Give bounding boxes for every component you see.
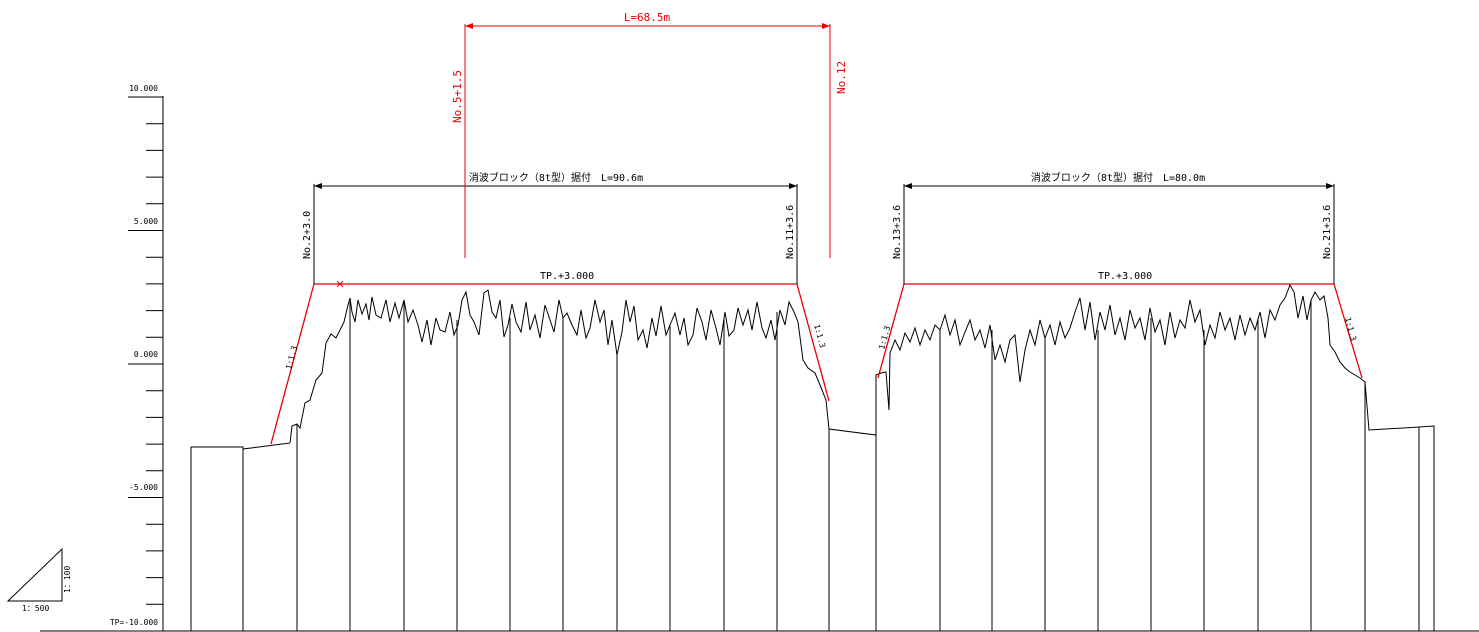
- right-apron: [1418, 425, 1435, 631]
- top-arrow-right: [822, 23, 830, 29]
- axis-label-5: 5.000: [134, 217, 158, 226]
- design-section-2: TP.+3.000 1:1.3 1:1.3 消波ブロック（8t型）据付 L=80…: [877, 171, 1363, 379]
- right-slope-2: 1:1.3: [1343, 316, 1358, 342]
- block-label-1: 消波ブロック（8t型）据付 L=90.6m: [469, 171, 643, 184]
- axis-label-minus5: -5.000: [129, 483, 158, 492]
- arrow-right-1: [789, 183, 797, 189]
- crest-label-2: TP.+3.000: [1098, 271, 1152, 282]
- design-trapezoid-1: [270, 283, 830, 445]
- station-left-2: No.13+3.6: [892, 205, 903, 259]
- axis-label-0: 0.000: [134, 350, 158, 359]
- arrow-left-2: [904, 183, 912, 189]
- top-dimension-label: L=68.5m: [624, 11, 671, 24]
- crest-label-1: TP.+3.000: [540, 271, 594, 282]
- x-mark: [336, 280, 344, 288]
- station-right-1: No.11+3.6: [785, 205, 796, 259]
- axis-label-10: 10.000: [129, 84, 158, 93]
- axis-ticks: [128, 96, 163, 632]
- top-arrow-left: [465, 23, 473, 29]
- top-dimension: L=68.5m No.5+1.5 No.12: [451, 11, 848, 258]
- top-station-left: No.5+1.5: [451, 70, 464, 123]
- left-slope-2: 1:1.3: [877, 325, 892, 351]
- left-apron-joint: [242, 442, 291, 450]
- block-label-2: 消波ブロック（8t型）据付 L=80.0m: [1031, 171, 1205, 184]
- ground-rough-left: [289, 283, 1420, 631]
- scale-triangle: 1：500 1：100: [6, 547, 72, 613]
- top-station-right: No.12: [835, 61, 848, 94]
- scale-vertical: 1：100: [63, 566, 72, 593]
- left-slope-1: 1:1.3: [284, 345, 299, 371]
- elevation-axis: 10.000 5.000 0.000 -5.000 TP=-10.000: [110, 84, 164, 632]
- station-left-1: No.2+3.0: [302, 211, 313, 259]
- axis-label-minus10: TP=-10.000: [110, 618, 158, 627]
- scale-triangle-shape: [6, 547, 63, 602]
- arrow-right-2: [1326, 183, 1334, 189]
- left-apron: [190, 446, 244, 631]
- design-section-1: TP.+3.000 1:1.3 1:1.3 消波ブロック（8t型）据付 L=90…: [270, 171, 830, 445]
- ground-verticals: [296, 300, 1366, 631]
- existing-ground: [190, 283, 1435, 631]
- arrow-left-1: [314, 183, 322, 189]
- scale-horizontal: 1：500: [22, 604, 49, 613]
- design-trapezoid-2: [877, 283, 1363, 379]
- station-right-2: No.21+3.6: [1322, 205, 1333, 259]
